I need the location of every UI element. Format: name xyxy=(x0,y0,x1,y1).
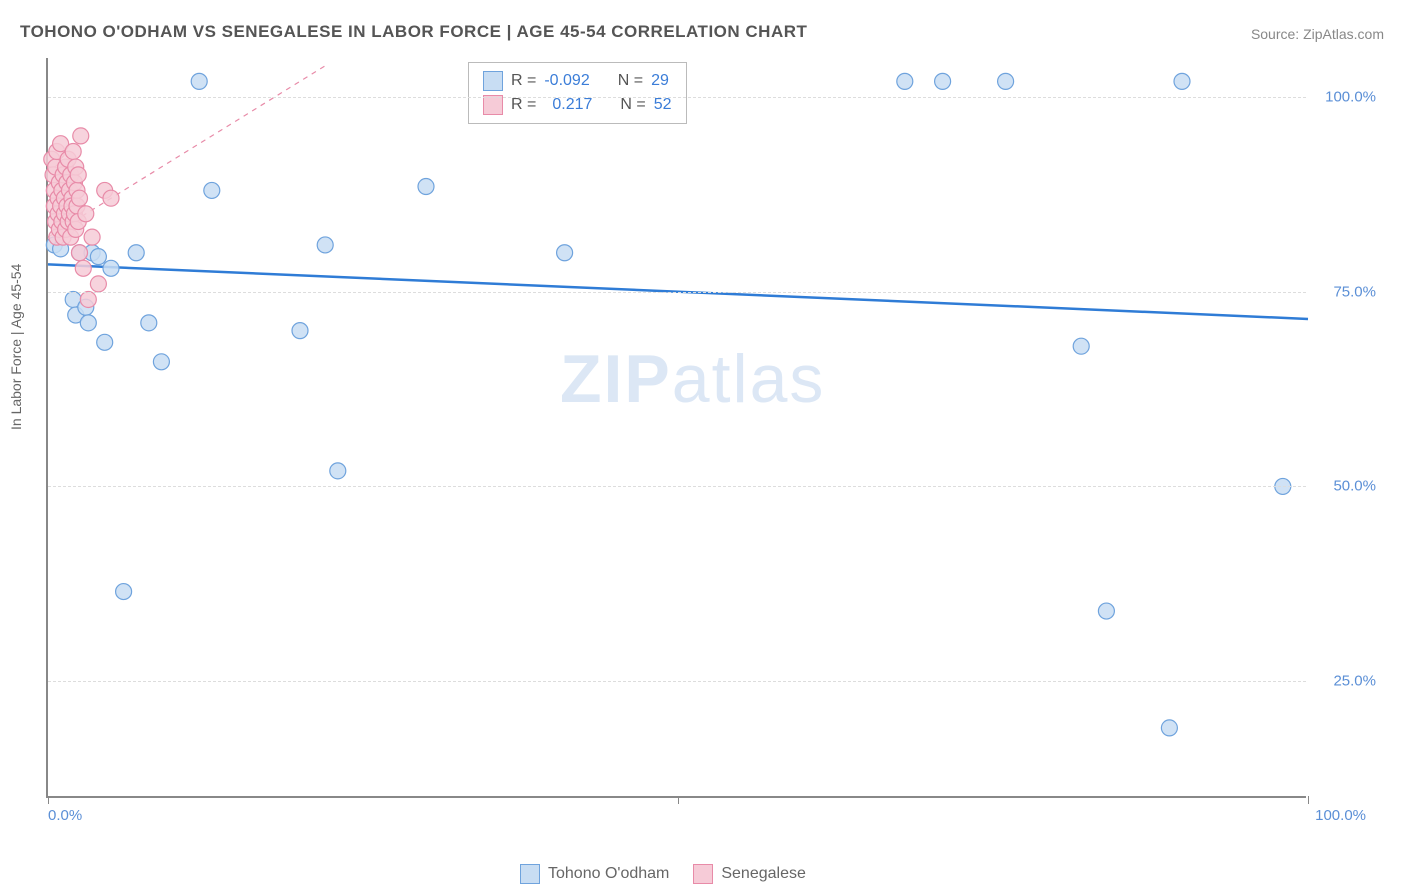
legend-item-1: Tohono O'odham xyxy=(520,864,669,884)
source-attribution: Source: ZipAtlas.com xyxy=(1251,26,1384,42)
scatter-point xyxy=(128,245,144,261)
x-tick-mark xyxy=(678,796,679,804)
scatter-point xyxy=(90,249,106,265)
scatter-point xyxy=(78,206,94,222)
scatter-point xyxy=(998,73,1014,89)
scatter-point xyxy=(72,190,88,206)
scatter-point xyxy=(116,584,132,600)
correlation-legend: R = -0.092 N = 29 R = 0.217 N = 52 xyxy=(468,62,687,124)
legend-row-1: R = -0.092 N = 29 xyxy=(483,69,672,93)
swatch-bottom-1 xyxy=(520,864,540,884)
gridline-h xyxy=(48,97,1306,98)
scatter-point xyxy=(317,237,333,253)
scatter-point xyxy=(90,276,106,292)
scatter-point xyxy=(80,315,96,331)
scatter-point xyxy=(97,334,113,350)
scatter-point xyxy=(70,167,86,183)
scatter-point xyxy=(84,229,100,245)
series-legend: Tohono O'odham Senegalese xyxy=(520,864,806,884)
chart-plot-area: R = -0.092 N = 29 R = 0.217 N = 52 25.0%… xyxy=(46,58,1306,798)
scatter-point xyxy=(80,291,96,307)
n-value-1: 29 xyxy=(651,69,669,93)
y-tick-label: 75.0% xyxy=(1333,283,1376,300)
scatter-point xyxy=(292,323,308,339)
x-tick-left: 0.0% xyxy=(48,807,82,824)
swatch-series-1 xyxy=(483,71,503,91)
series-1-name: Tohono O'odham xyxy=(548,865,669,883)
n-label-1: N = xyxy=(618,69,643,93)
scatter-point xyxy=(75,260,91,276)
scatter-point xyxy=(418,179,434,195)
scatter-point xyxy=(72,245,88,261)
scatter-point xyxy=(141,315,157,331)
gridline-h xyxy=(48,292,1306,293)
x-tick-mark xyxy=(48,796,49,804)
scatter-point xyxy=(897,73,913,89)
scatter-point xyxy=(1073,338,1089,354)
scatter-point xyxy=(103,190,119,206)
gridline-h xyxy=(48,486,1306,487)
scatter-plot-svg xyxy=(48,58,1306,796)
scatter-point xyxy=(191,73,207,89)
scatter-point xyxy=(330,463,346,479)
scatter-point xyxy=(103,260,119,276)
chart-title: TOHONO O'ODHAM VS SENEGALESE IN LABOR FO… xyxy=(20,22,807,42)
scatter-point xyxy=(65,143,81,159)
series-2-name: Senegalese xyxy=(721,865,806,883)
scatter-point xyxy=(557,245,573,261)
y-axis-label: In Labor Force | Age 45-54 xyxy=(8,264,24,430)
legend-item-2: Senegalese xyxy=(693,864,806,884)
scatter-point xyxy=(1098,603,1114,619)
scatter-point xyxy=(204,182,220,198)
x-tick-mark xyxy=(1308,796,1309,804)
scatter-point xyxy=(1161,720,1177,736)
gridline-h xyxy=(48,681,1306,682)
x-tick-right: 100.0% xyxy=(1315,807,1366,824)
scatter-point xyxy=(1174,73,1190,89)
y-tick-label: 50.0% xyxy=(1333,478,1376,495)
r-label-1: R = xyxy=(511,69,536,93)
swatch-series-2 xyxy=(483,95,503,115)
scatter-point xyxy=(153,354,169,370)
scatter-point xyxy=(935,73,951,89)
scatter-point xyxy=(73,128,89,144)
y-tick-label: 100.0% xyxy=(1325,88,1376,105)
y-tick-label: 25.0% xyxy=(1333,673,1376,690)
swatch-bottom-2 xyxy=(693,864,713,884)
r-value-1: -0.092 xyxy=(544,69,589,93)
